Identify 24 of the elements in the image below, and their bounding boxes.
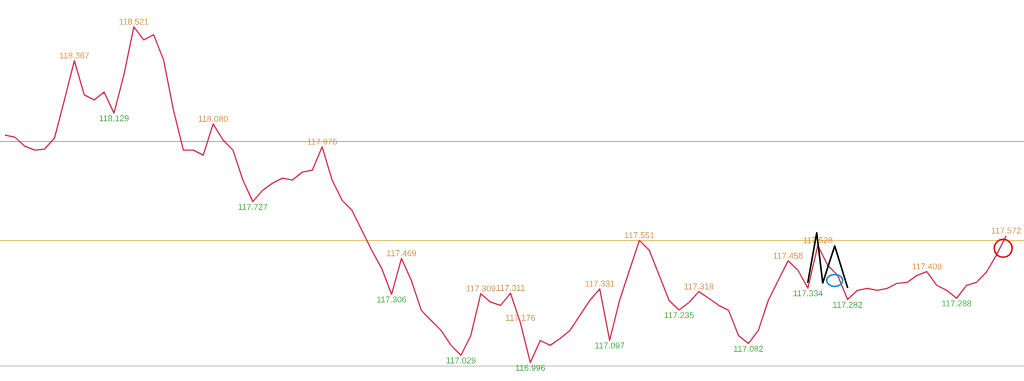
data-label: 117.318 (684, 283, 714, 290)
data-label: 116.996 (515, 364, 545, 371)
data-label: 117.082 (734, 345, 763, 352)
data-label: 118.521 (119, 18, 149, 25)
data-label: 117.572 (991, 227, 1021, 234)
data-label: 117.097 (595, 342, 625, 349)
data-label: 118.129 (99, 115, 129, 122)
data-label: 117.306 (377, 296, 407, 303)
data-label: 117.469 (387, 250, 417, 257)
data-label: 117.282 (833, 301, 863, 308)
data-label: 117.309 (466, 285, 496, 292)
data-label: 117.288 (942, 300, 972, 307)
data-label: 117.334 (793, 290, 823, 297)
data-label: 117.235 (664, 312, 694, 319)
data-label: 118.367 (60, 52, 89, 59)
data-label: 117.311 (496, 285, 525, 291)
data-label: 117.727 (238, 203, 268, 210)
data-label: 117.409 (912, 263, 942, 270)
data-label: 118.080 (198, 115, 228, 122)
data-label: 117.976 (307, 138, 337, 145)
data-label: 117.551 (625, 232, 654, 239)
data-label: 117.029 (446, 357, 476, 364)
data-label: 117.458 (773, 252, 803, 259)
data-label: 117.331 (585, 280, 615, 287)
